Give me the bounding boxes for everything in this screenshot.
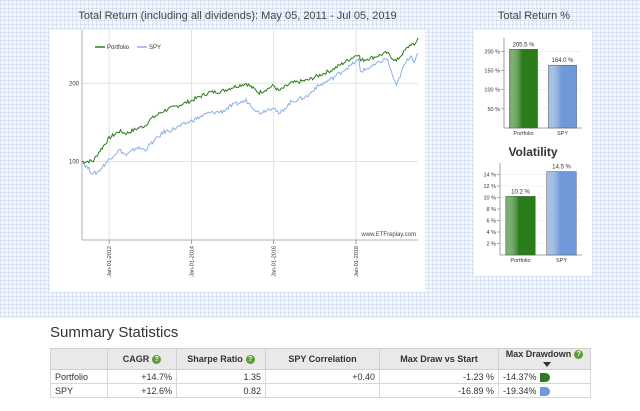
table-header-row: CAGR? Sharpe Ratio? SPY Correlation Max … [50, 347, 591, 371]
summary-title: Summary Statistics [50, 324, 179, 341]
col-header-cagr[interactable]: CAGR? [107, 347, 177, 371]
max-drawdown-value: -14.37% [503, 371, 537, 382]
y-tick-label: 14 % [483, 173, 496, 179]
y-tick-label: 10 % [483, 196, 496, 202]
x-tick-label: Jan-01-2018 [354, 246, 360, 277]
total-return-title: Total Return % [497, 10, 571, 22]
series-line-spy [81, 53, 419, 176]
legend-label: Portfolio [107, 45, 130, 51]
row-name: SPY [50, 383, 108, 399]
bar-shade [505, 196, 536, 256]
drawdown-bar-icon [539, 386, 550, 396]
max-drawdown-cell: -14.37% [498, 369, 591, 385]
col-header-max-drawdown[interactable]: Max Drawdown? [498, 347, 591, 371]
help-icon[interactable]: ? [152, 355, 162, 365]
row-name: Portfolio [50, 369, 108, 385]
y-tick-label: 150 % [484, 69, 500, 75]
data-label: 14.5 % [552, 165, 571, 171]
sharpe-value: 0.82 [176, 383, 266, 399]
cagr-value: +12.6% [107, 383, 177, 399]
table-row: SPY +12.6% 0.82 -16.89 % -19.34% [50, 383, 591, 399]
sharpe-value: 1.35 [176, 369, 266, 385]
category-label: Portfolio [510, 258, 530, 264]
category-label: SPY [556, 258, 567, 264]
col-header-draw-vs-start[interactable]: Max Draw vs Start [379, 347, 499, 371]
y-tick-label: 200 % [484, 49, 500, 55]
x-tick-label: Jan-01-2014 [189, 246, 195, 277]
y-tick-label: 200 [69, 81, 80, 87]
category-label: SPY [557, 131, 568, 137]
series-line-portfolio [81, 37, 419, 164]
help-icon[interactable]: ? [245, 355, 255, 365]
y-tick-label: 100 [69, 160, 80, 166]
bar-shade [509, 49, 538, 129]
summary-section: Summary Statistics CAGR? Sharpe Ratio? S… [0, 318, 640, 411]
x-tick-label: Jan-01-2016 [272, 246, 278, 277]
bar-shade [546, 171, 577, 256]
y-tick-label: 4 % [487, 230, 497, 236]
data-label: 205.5 % [512, 42, 535, 48]
col-header-name [50, 347, 108, 371]
watermark: www.ETFreplay.com [360, 232, 416, 238]
summary-table: CAGR? Sharpe Ratio? SPY Correlation Max … [50, 347, 591, 399]
draw-vs-start-value: -16.89 % [379, 383, 499, 399]
total-return-chart: 50 % 100 % 150 % 200 % 205.5 % Portfolio 164.0… [484, 38, 582, 137]
col-header-sharpe[interactable]: Sharpe Ratio? [176, 347, 266, 371]
correlation-value [265, 383, 380, 399]
table-row: Portfolio +14.7% 1.35 +0.40 -1.23 % -14.… [50, 369, 591, 385]
cagr-value: +14.7% [107, 369, 177, 385]
y-tick-label: 100 % [484, 88, 500, 94]
data-label: 10.2 % [511, 189, 530, 195]
category-label: Portfolio [513, 131, 533, 137]
line-chart: Jan-01-2012 Jan-01-2014 Jan-01-2016 Jan-01-… [69, 30, 419, 277]
help-icon[interactable]: ? [574, 350, 584, 360]
y-tick-label: 2 % [487, 242, 497, 248]
correlation-value: +0.40 [265, 369, 380, 385]
max-drawdown-value: -19.34% [503, 385, 537, 396]
volatility-title: Volatility [508, 145, 558, 159]
y-tick-label: 50 % [487, 107, 500, 113]
drawdown-bar-icon [539, 372, 550, 382]
y-tick-label: 8 % [487, 207, 497, 213]
line-chart-panel [50, 30, 425, 292]
sort-down-icon[interactable] [542, 362, 551, 368]
y-tick-label: 12 % [483, 184, 496, 190]
draw-vs-start-value: -1.23 % [379, 369, 499, 385]
data-label: 164.0 % [551, 58, 574, 64]
bar-shade [548, 64, 577, 129]
y-tick-label: 6 % [487, 219, 497, 225]
x-tick-label: Jan-01-2012 [107, 246, 113, 277]
legend-label: SPY [149, 45, 161, 51]
col-header-correlation[interactable]: SPY Correlation [265, 347, 380, 371]
max-drawdown-cell: -19.34% [498, 383, 591, 399]
volatility-chart: 2 % 4 % 6 % 8 % 10 % 12 % 14 % 10.2 % Portfolio 1… [483, 163, 582, 264]
line-chart-title: Total Return (including all dividends): … [78, 10, 397, 22]
